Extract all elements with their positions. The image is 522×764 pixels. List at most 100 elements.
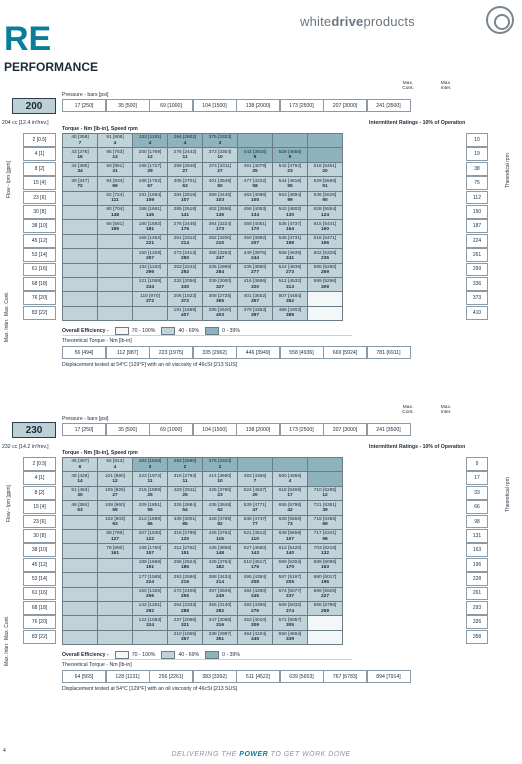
theoretical-rpm-cell: 150 <box>466 204 488 219</box>
page-title: RE <box>4 20 52 58</box>
table-row: 51 [453] 30 105 [926] 27 215 [1899] 25 329 [29… <box>62 485 343 502</box>
perf-cell: 521 [4612] 110 <box>237 528 273 545</box>
perf-cell <box>62 600 98 617</box>
theoretical-rpm-cell: 228 <box>466 572 488 587</box>
performance-grid-200: 40 [358] 7 91 [808] 4 133 [1181] 4 284 [2602] 4… <box>62 132 343 322</box>
perf-cell <box>132 305 168 322</box>
perf-cell: 388 [3434] 214 <box>202 572 238 588</box>
perf-cell: 284 [2518] 107 <box>167 190 203 206</box>
perf-cell: 191 [1694] 109 <box>132 190 168 206</box>
perf-cell: 718 [6355] 69 <box>307 514 343 530</box>
theoretical-rpm-cell: 187 <box>466 219 488 234</box>
table-row: 45 [397] 6 92 [813] 4 184 [1628] 3 293 [2590] 2… <box>62 456 343 473</box>
theoretical-rpm-cell: 163 <box>466 543 488 558</box>
perf-cell: 339 [3001] 85 <box>167 514 203 530</box>
theoretical-torque-row: 56 [494] 112 [987] 223 [1975] 335 [2962] 446… <box>62 346 411 359</box>
perf-cell <box>97 572 133 588</box>
perf-cell: 51 [453] 30 <box>62 485 98 502</box>
perf-cell: 616 [5451] 20 <box>307 161 343 178</box>
flow-cell: 76 [20] <box>23 291 56 306</box>
perf-cell: 550 [4864] 339 <box>272 629 308 646</box>
perf-cell: 121 [1068] 334 <box>132 276 168 293</box>
table-row: 82 [724] 111 191 [1694] 109 284 [2518] 107 389… <box>62 190 343 206</box>
perf-cell <box>62 291 98 307</box>
theoretical-torque-label: Theoretical Torque - Nm [lb-in] <box>62 662 132 668</box>
perf-cell: 574 [5077] 237 <box>272 586 308 602</box>
perf-cell <box>272 456 308 473</box>
perf-cell <box>62 305 98 322</box>
perf-cell: 48 [429] 14 <box>62 471 98 487</box>
perf-cell: 102 [903] 93 <box>97 514 133 530</box>
perf-cell: 308 [2725] 365 <box>202 291 238 307</box>
perf-cell: 78 [690] 161 <box>97 543 133 559</box>
theoretical-torque-cell: 128 [1131] <box>105 670 150 683</box>
perf-cell: 347 [3068] 316 <box>202 615 238 631</box>
theoretical-rpm-cell: 196 <box>466 557 488 572</box>
table-row: 142 [1261] 292 264 [2333] 288 355 [3140] 282 4… <box>62 600 343 617</box>
table-row: 165 [1462] 221 261 [2312] 214 362 [3200] 210 4… <box>62 233 343 250</box>
perf-cell <box>97 586 133 602</box>
perf-cell: 189 [1668] 191 <box>132 557 168 574</box>
perf-cell <box>237 456 273 473</box>
page-subtitle: PERFORMANCE <box>4 60 99 74</box>
perf-cell: 527 [4660] 143 <box>237 543 273 559</box>
pressure-cell: 241 [3500] <box>366 423 411 436</box>
perf-cell: 721 [6381] 39 <box>307 500 343 516</box>
theoretical-torque-cell: 64 [565] <box>62 670 106 683</box>
perf-cell <box>62 543 98 559</box>
perf-cell: 710 [6286] 12 <box>307 485 343 502</box>
perf-cell: 458 [4053] 134 <box>237 204 273 221</box>
theoretical-rpm-label: Theoretical rpm <box>505 153 511 188</box>
perf-cell: 425 [3760] 23 <box>202 485 238 502</box>
perf-cell: 484 [4280] 245 <box>237 586 273 602</box>
flow-cell: 83 [22] <box>23 629 56 644</box>
perf-cell: 553 [4894] 99 <box>272 190 308 206</box>
torque-speed-label: Torque - Nm [lb-in], Speed rpm <box>62 126 138 132</box>
perf-cell: 458 [4051] 170 <box>237 219 273 235</box>
flow-cell: 61 [16] <box>23 586 56 601</box>
perf-cell: 209 [1851] 55 <box>132 500 168 516</box>
legend-item: 40 - 69% <box>178 328 200 334</box>
perf-cell: 615 [5441] 160 <box>307 219 343 235</box>
pressure-cell: 138 [2000] <box>236 423 280 436</box>
perf-cell <box>97 233 133 250</box>
perf-cell: 207 [1830] 122 <box>132 528 168 545</box>
pressure-cell: 17 [250] <box>62 99 106 112</box>
perf-cell: 486 [4303] 389 <box>272 305 308 322</box>
perf-cell: 44 [385] 34 <box>62 161 98 178</box>
perf-cell: 397 [3509] 249 <box>202 586 238 602</box>
theoretical-torque-cell: 446 [3949] <box>236 346 280 359</box>
max-cont-side-label: Max. Cont. <box>4 291 10 316</box>
perf-cell <box>307 615 343 631</box>
flow-cell: 23 [6] <box>23 514 56 529</box>
table-row: 48 [429] 14 101 [890] 12 223 [1972] 11 316 [27… <box>62 471 343 487</box>
perf-cell: 628 [5554] 124 <box>307 204 343 221</box>
perf-cell: 338 [2987] 351 <box>202 629 238 646</box>
perf-cell: 339 [3000] 327 <box>202 276 238 293</box>
perf-cell: 165 [1462] 221 <box>132 233 168 250</box>
model-code-box: 230 <box>12 422 56 438</box>
perf-cell <box>62 233 98 250</box>
theoretical-rpm-cell: 9 <box>466 457 488 471</box>
perf-cell <box>62 204 98 221</box>
perf-cell: 461 [4079] 25 <box>237 161 273 178</box>
flow-column: 2 [0.5] 4 [1] 8 [2] 15 [4] 23 [6] 30 [8] 38 [1… <box>23 133 56 320</box>
perf-cell: 493 [4366] 7 <box>237 471 273 487</box>
perf-cell: 200 [1769] 12 <box>132 147 168 163</box>
perf-cell: 542 [4792] 23 <box>272 161 308 178</box>
perf-cell: 543 [4802] 130 <box>272 204 308 221</box>
perf-cell <box>62 248 98 264</box>
theoretical-rpm-column: 9 17 33 66 98 131 163 196 228 261 293 326 358 <box>466 457 488 644</box>
max-cont-label: Max. Cont. <box>402 81 414 91</box>
perf-cell <box>132 629 168 646</box>
pressure-label: Pressure - bars [psi] <box>62 416 109 422</box>
table-row: 189 [1668] 191 296 [2624] 186 425 [3764] 182 5… <box>62 557 343 574</box>
perf-cell: 628 [5559] 73 <box>272 514 308 530</box>
perf-cell: 43 [376] 16 <box>62 147 98 163</box>
perf-cell: 599 [5296] 309 <box>307 276 343 293</box>
pressure-cell: 173 [2500] <box>279 423 324 436</box>
theoretical-torque-cell: 781 [6911] <box>366 346 411 359</box>
efficiency-legend: Overall Efficiency - 70 - 100% 40 - 69% 0 -… <box>62 651 240 659</box>
perf-cell <box>97 276 133 293</box>
theoretical-torque-cell: 894 [7914] <box>366 670 411 683</box>
